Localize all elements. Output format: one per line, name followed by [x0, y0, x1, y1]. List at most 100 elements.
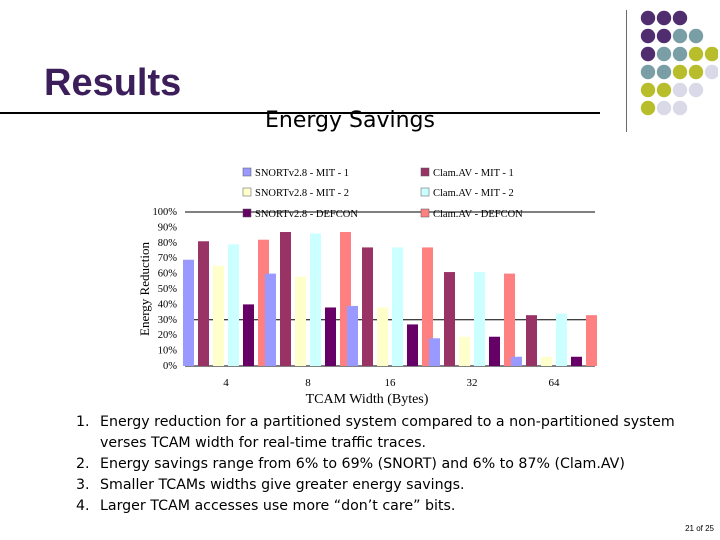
legend-entry: SNORTv2.8 - MIT - 2 — [255, 188, 349, 199]
decorative-dot — [688, 64, 704, 80]
y-tick-label: 30% — [158, 315, 178, 326]
bar — [243, 304, 254, 366]
decorative-dot — [672, 82, 688, 98]
legend-entry: Clam.AV - MIT - 1 — [433, 168, 514, 179]
y-axis-label: Energy Reduction — [137, 242, 152, 336]
bar — [228, 244, 239, 366]
bar — [280, 232, 291, 366]
bar — [325, 307, 336, 366]
bar — [265, 273, 276, 366]
slide-title: Results — [44, 62, 182, 104]
bar — [504, 273, 515, 366]
bar — [586, 315, 597, 366]
decorative-dot — [640, 10, 656, 26]
x-tick-label: 32 — [467, 377, 478, 389]
list-text: Energy savings range from 6% to 69% (SNO… — [100, 456, 625, 472]
legend-entry: SNORTv2.8 - MIT - 1 — [255, 168, 349, 179]
bar — [198, 241, 209, 366]
decorative-dot — [656, 82, 672, 98]
list-number: 1. — [76, 414, 90, 430]
list-item: 4. Larger TCAM accesses use more “don’t c… — [76, 496, 716, 517]
bar — [459, 336, 470, 366]
bar — [474, 272, 485, 366]
legend-swatch — [242, 187, 252, 197]
y-tick-label: 90% — [158, 222, 178, 233]
list-text: Energy reduction for a partitioned syste… — [100, 414, 675, 451]
chart-title: Energy Savings — [265, 108, 435, 133]
decorative-dot — [672, 100, 688, 116]
list-item: 1. Energy reduction for a partitioned sys… — [76, 412, 716, 454]
decorative-dot — [640, 64, 656, 80]
bar — [422, 247, 433, 366]
decorative-dot — [656, 64, 672, 80]
decorative-dot — [656, 10, 672, 26]
decorative-dot — [688, 82, 704, 98]
bar — [541, 356, 552, 366]
x-tick-label: 16 — [385, 377, 397, 389]
decorative-vertical-line — [626, 10, 627, 132]
title-divider — [0, 112, 600, 114]
bar — [377, 307, 388, 366]
bar — [258, 239, 269, 366]
page-number: 21 of 25 — [685, 524, 714, 533]
bar — [310, 233, 321, 366]
legend-swatch — [420, 208, 430, 218]
y-tick-label: 0% — [163, 361, 177, 372]
decorative-dot — [672, 64, 688, 80]
list-item: 2. Energy savings range from 6% to 69% (S… — [76, 454, 716, 475]
bar — [340, 232, 351, 366]
decorative-dot — [656, 100, 672, 116]
bar — [489, 336, 500, 366]
y-tick-label: 20% — [158, 330, 178, 341]
y-tick-label: 70% — [158, 253, 178, 264]
decorative-dot-grid — [640, 10, 718, 116]
bar — [392, 247, 403, 366]
y-tick-label: 60% — [158, 269, 178, 280]
bar — [407, 324, 418, 366]
bar — [347, 305, 358, 366]
x-axis-label: TCAM Width (Bytes) — [306, 392, 429, 407]
list-number: 3. — [76, 477, 90, 493]
results-notes-list: 1. Energy reduction for a partitioned sys… — [76, 412, 716, 517]
x-tick-label: 8 — [305, 377, 311, 389]
decorative-dot — [656, 28, 672, 44]
decorative-dot — [672, 10, 688, 26]
decorative-dot — [672, 28, 688, 44]
list-item: 3. Smaller TCAMs widths give greater ener… — [76, 475, 716, 496]
decorative-dot — [640, 100, 656, 116]
bar — [362, 247, 373, 366]
legend-entry: Clam.AV - MIT - 2 — [433, 188, 514, 199]
y-tick-label: 50% — [158, 284, 178, 295]
decorative-dot — [704, 46, 718, 62]
y-tick-label: 100% — [153, 207, 178, 218]
x-tick-label: 64 — [549, 377, 561, 389]
x-tick-label: 4 — [223, 377, 229, 389]
bar — [213, 265, 224, 366]
list-text: Larger TCAM accesses use more “don’t car… — [100, 498, 456, 514]
bar — [571, 356, 582, 366]
bar — [526, 315, 537, 366]
y-tick-label: 10% — [158, 346, 178, 357]
decorative-dot — [640, 28, 656, 44]
bar — [429, 338, 440, 366]
bar — [444, 272, 455, 366]
decorative-dot — [704, 64, 718, 80]
decorative-dot — [688, 28, 704, 44]
legend-entry: SNORTv2.8 - DEFCON — [255, 209, 358, 220]
bar — [511, 356, 522, 366]
decorative-dot — [640, 46, 656, 62]
list-number: 2. — [76, 456, 90, 472]
list-number: 4. — [76, 498, 90, 514]
bar — [295, 276, 306, 366]
legend-swatch — [242, 208, 252, 218]
legend-entry: Clam.AV - DEFCON — [433, 209, 523, 220]
decorative-dot — [656, 46, 672, 62]
bar — [183, 259, 194, 366]
legend-swatch — [420, 167, 430, 177]
decorative-dot — [688, 46, 704, 62]
decorative-dot — [640, 82, 656, 98]
legend-swatch — [420, 187, 430, 197]
y-tick-label: 40% — [158, 299, 178, 310]
legend-swatch — [242, 167, 252, 177]
